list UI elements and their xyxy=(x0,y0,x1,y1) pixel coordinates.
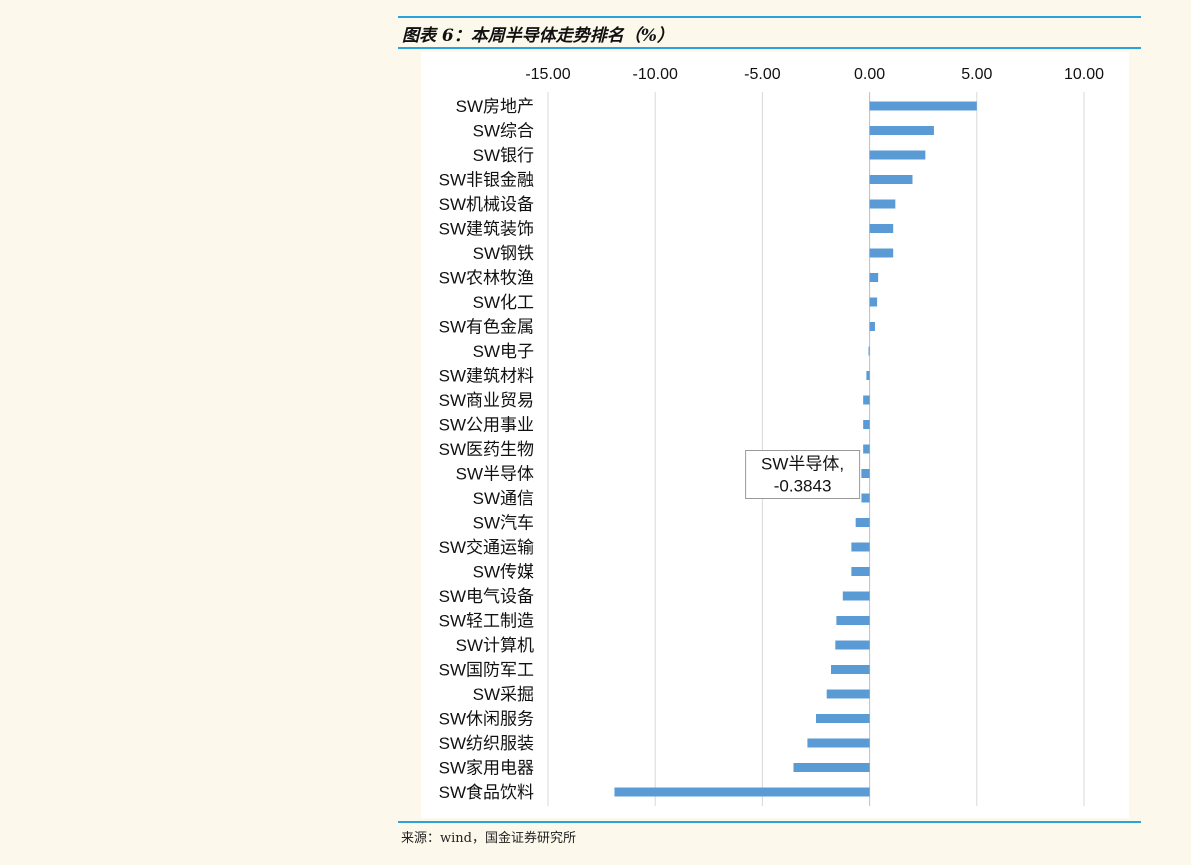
category-label: SW交通运输 xyxy=(439,538,534,557)
x-tick-label: -15.00 xyxy=(525,66,570,83)
bar xyxy=(869,101,977,111)
category-label: SW国防军工 xyxy=(439,661,534,680)
chart-area: -15.00 -10.00 -5.00 0.00 5.00 10.00 SW房地产 SW综合… xyxy=(421,52,1129,818)
x-tick-label: 10.00 xyxy=(1064,66,1104,83)
category-label: SW非银金融 xyxy=(439,171,534,190)
bar xyxy=(868,346,870,356)
category-label: SW钢铁 xyxy=(473,244,534,263)
bar xyxy=(869,150,926,160)
category-label: SW商业贸易 xyxy=(439,391,534,410)
category-label: SW半导体 xyxy=(456,465,534,484)
bar xyxy=(863,420,870,429)
bar xyxy=(831,665,870,674)
category-label: SW化工 xyxy=(473,293,534,312)
bar xyxy=(869,297,878,307)
bar xyxy=(614,787,870,797)
category-label: SW医药生物 xyxy=(439,440,534,459)
bar xyxy=(816,714,870,723)
category-label: SW通信 xyxy=(473,489,534,508)
annotation-label: SW半导体, xyxy=(761,455,844,474)
category-label: SW农林牧渔 xyxy=(439,269,534,288)
source-note: 来源：wind，国金证券研究所 xyxy=(401,831,576,846)
chart-title: 图表 6：本周半导体走势排名（%） xyxy=(402,26,674,46)
x-tick-label: -10.00 xyxy=(633,66,678,83)
tick-layer: -15.00 -10.00 -5.00 0.00 5.00 10.00 xyxy=(525,66,1104,83)
category-label: SW家用电器 xyxy=(439,759,534,778)
category-label: SW采掘 xyxy=(473,685,534,704)
bar xyxy=(863,395,870,405)
annotation-value: -0.3843 xyxy=(774,477,832,496)
bar xyxy=(793,763,870,772)
category-label: SW纺织服装 xyxy=(439,734,534,753)
category-label: SW银行 xyxy=(473,146,534,165)
bar xyxy=(861,493,870,503)
bar xyxy=(855,518,870,527)
title-bar: 图表 6：本周半导体走势排名（%） xyxy=(398,16,1141,49)
category-label: SW汽车 xyxy=(473,514,534,533)
category-label: SW机械设备 xyxy=(439,195,534,214)
bar xyxy=(869,224,894,233)
category-label: SW轻工制造 xyxy=(439,612,534,631)
category-label: SW传媒 xyxy=(473,563,534,582)
category-label-layer: SW房地产 SW综合 SW银行 SW非银金融 SW机械设备 SW建筑装饰 SW钢铁 SW农林牧… xyxy=(439,97,534,802)
bar xyxy=(869,322,875,331)
annotation-layer: SW半导体, -0.3843 xyxy=(745,450,861,499)
bar xyxy=(835,640,870,650)
x-tick-label: 5.00 xyxy=(961,66,992,83)
footer-divider xyxy=(398,821,1141,823)
bar xyxy=(807,738,870,748)
category-label: SW电气设备 xyxy=(439,587,534,606)
bar xyxy=(869,126,934,135)
bar xyxy=(826,689,870,699)
category-label: SW休闲服务 xyxy=(439,710,534,729)
category-label: SW有色金属 xyxy=(439,318,534,337)
x-tick-label: -5.00 xyxy=(744,66,781,83)
bar xyxy=(866,371,870,380)
category-label: SW建筑装饰 xyxy=(439,220,534,239)
category-label: SW电子 xyxy=(473,342,534,361)
category-label: SW公用事业 xyxy=(439,416,534,435)
bar xyxy=(842,591,870,601)
bar xyxy=(869,175,913,184)
category-label: SW综合 xyxy=(473,122,534,141)
bar xyxy=(869,273,879,282)
category-label: SW建筑材料 xyxy=(439,367,534,386)
grid-layer xyxy=(547,92,1085,806)
bar-layer xyxy=(614,101,977,797)
bar xyxy=(869,248,894,258)
bar xyxy=(861,469,870,478)
category-label: SW房地产 xyxy=(456,97,534,116)
bar xyxy=(836,616,870,625)
bar xyxy=(863,444,870,454)
bar-chart: -15.00 -10.00 -5.00 0.00 5.00 10.00 SW房地产 SW综合… xyxy=(439,66,1104,806)
x-tick-label: 0.00 xyxy=(854,66,885,83)
category-label: SW计算机 xyxy=(456,636,534,655)
annotation-box xyxy=(745,450,861,499)
bar xyxy=(851,567,870,576)
bar xyxy=(869,199,896,209)
category-label: SW食品饮料 xyxy=(439,783,534,802)
bar xyxy=(851,542,870,552)
